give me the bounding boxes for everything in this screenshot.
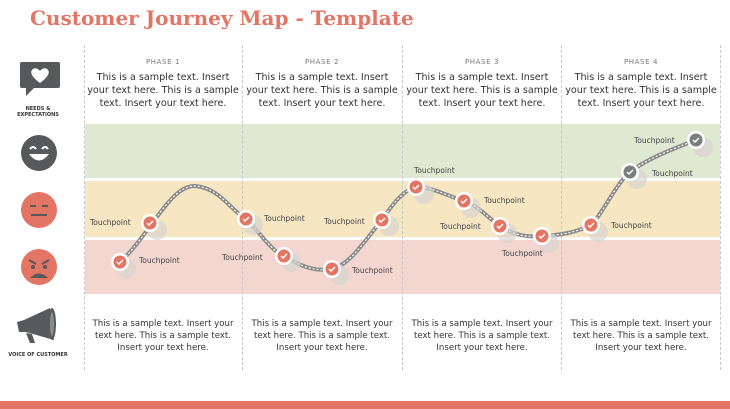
touchpoint-marker-4: [275, 247, 301, 272]
needs-label: NEEDS & EXPECTATIONS: [17, 106, 59, 118]
touchpoint-marker-2: [141, 214, 167, 240]
touchpoint-marker-8: [455, 192, 481, 218]
touchpoint-label-8: Touchpoint: [484, 196, 525, 205]
phase-4-label: PHASE 4: [623, 58, 659, 66]
touchpoint-label-13: Touchpoint: [634, 136, 675, 145]
phase-divider: [242, 45, 243, 370]
phase-2-label: PHASE 2: [304, 58, 340, 66]
neutral-face-icon: [19, 190, 59, 230]
touchpoint-marker-9: [491, 217, 517, 243]
touchpoint-label-12: Touchpoint: [652, 169, 693, 178]
footer-accent-bar: [0, 401, 730, 409]
happy-face-icon: [19, 133, 59, 173]
phase-4-needs-text: This is a sample text. Insert your text …: [565, 72, 717, 109]
touchpoint-label-4: Touchpoint: [222, 253, 263, 262]
touchpoint-label-10: Touchpoint: [502, 249, 543, 258]
angry-face-icon: [19, 247, 59, 287]
touchpoint-marker-7: [407, 178, 434, 204]
phase-1-needs-text: This is a sample text. Insert your text …: [87, 72, 239, 109]
touchpoint-marker-1: [111, 253, 136, 278]
phase-divider: [84, 45, 85, 370]
touchpoint-marker-3: [237, 210, 263, 235]
phase-4-voice-text: This is a sample text. Insert your text …: [570, 319, 712, 353]
heart-speech-bubble-icon: [18, 60, 62, 100]
phase-3-voice-text: This is a sample text. Insert your text …: [411, 319, 553, 353]
touchpoint-label-9: Touchpoint: [440, 222, 481, 231]
megaphone-icon: [14, 306, 60, 346]
touchpoint-marker-6: [373, 211, 399, 236]
touchpoint-label-7: Touchpoint: [414, 166, 455, 175]
touchpoint-label-11: Touchpoint: [611, 221, 652, 230]
phase-2-voice-text: This is a sample text. Insert your text …: [251, 319, 393, 353]
voice-label: VOICE OF CUSTOMER: [8, 352, 68, 358]
touchpoint-marker-5: [323, 260, 349, 285]
phase-1-label: PHASE 1: [145, 58, 181, 66]
touchpoint-marker-10: [533, 227, 559, 253]
touchpoint-label-5: Touchpoint: [352, 266, 393, 275]
phase-1-voice-text: This is a sample text. Insert your text …: [92, 319, 234, 353]
phase-divider: [720, 45, 721, 370]
phase-3-label: PHASE 3: [464, 58, 500, 66]
touchpoint-marker-13: [687, 131, 713, 157]
page-title: Customer Journey Map - Template: [30, 6, 414, 30]
phase-divider: [402, 45, 403, 370]
touchpoint-label-2: Touchpoint: [90, 218, 131, 227]
touchpoint-marker-11: [582, 216, 608, 242]
touchpoint-label-3: Touchpoint: [264, 214, 305, 223]
phase-3-needs-text: This is a sample text. Insert your text …: [406, 72, 558, 109]
touchpoint-label-1: Touchpoint: [139, 256, 180, 265]
touchpoint-marker-12: [621, 163, 647, 189]
phase-divider: [561, 45, 562, 370]
touchpoint-label-6: Touchpoint: [324, 217, 365, 226]
phase-2-needs-text: This is a sample text. Insert your text …: [246, 72, 398, 109]
